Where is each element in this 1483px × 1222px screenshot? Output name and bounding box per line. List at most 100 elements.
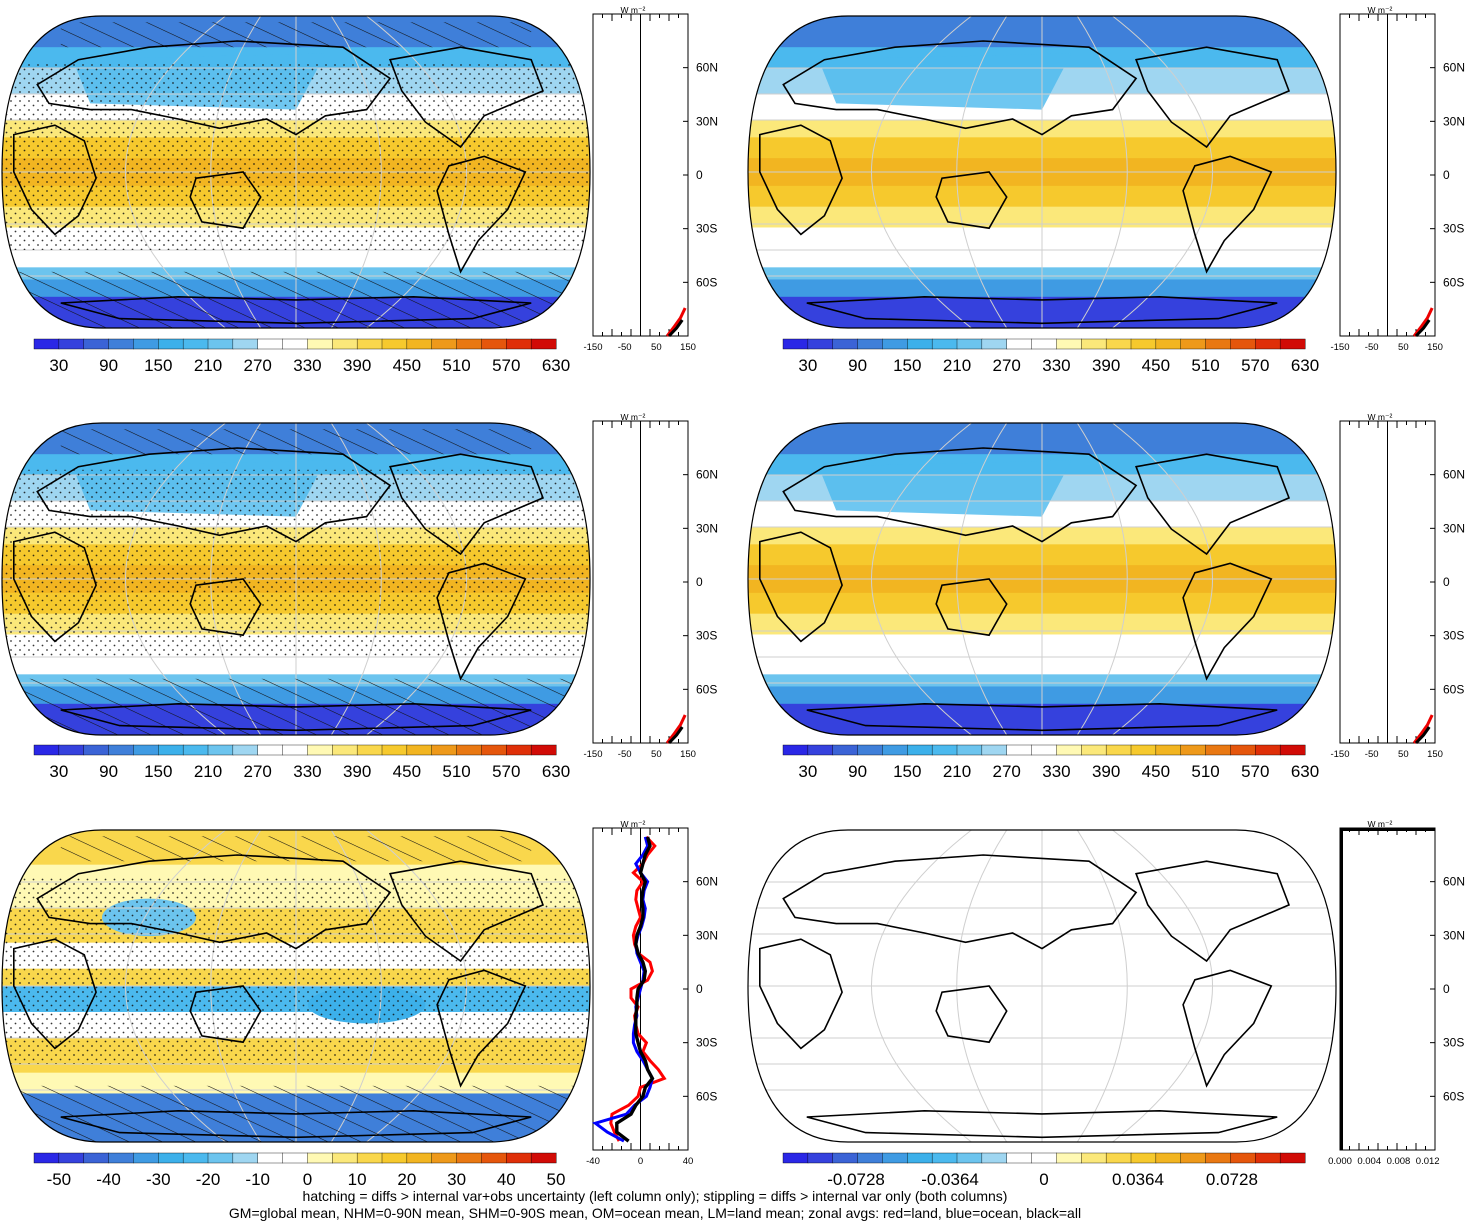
profile-tick-label: 150 [1427,749,1443,760]
map-border [1,15,591,329]
zonal-line-land [1412,714,1434,744]
colorbar-tick-label: -50 [47,1170,72,1189]
colorbar-tick-label: 210 [943,762,971,781]
colorbar-box [1081,1152,1107,1164]
colorbar-box [406,1152,433,1164]
coastline [759,124,843,236]
colorbar-box [456,338,482,350]
colorbar-box [332,1152,358,1164]
colorbar-box [807,744,834,756]
colorbar-box [807,1152,834,1164]
colorbar-box [1006,744,1033,756]
colorbar-tick-label: 30 [447,1170,466,1189]
coastline [189,578,262,637]
colorbar-box [456,1152,482,1164]
colorbar-box [332,338,358,350]
colorbar-tick-label: 150 [893,356,921,375]
colorbar-box [1081,744,1107,756]
lat-label: 30S [1443,1036,1464,1050]
coastline [436,155,527,274]
colorbar-tick-label: 90 [848,356,867,375]
stipple-overlay [2,62,590,250]
map-border [747,829,1337,1143]
coastline [935,985,1008,1044]
colorbar-box [83,744,110,756]
coastline [13,938,97,1050]
colorbar-box [1255,744,1281,756]
colorbar-tick-label: -20 [196,1170,221,1189]
colorbar: -0.0728 -0.0364 0 0.0364 0.0728 [782,1152,1306,1189]
map-border [1,829,591,1143]
colorbar-tick-label: 450 [393,356,421,375]
colorbar-box [1130,1152,1157,1164]
colorbar-box [182,1152,209,1164]
profile-tick-label: -50 [1365,749,1379,760]
lat-label: 60S [1443,682,1464,696]
colorbar-box [1205,744,1231,756]
lat-label: 60S [1443,275,1464,289]
profile-tick-label: 40 [683,1156,694,1167]
colorbar-box [257,1152,284,1164]
colorbar-box [832,1152,859,1164]
coastline [389,860,545,963]
colorbar-tick-label: 0.0364 [1112,1170,1164,1189]
colorbar-tick-label: 150 [144,356,172,375]
map-field [2,16,590,328]
coastline [13,531,97,643]
profile-tick-label: 0.012 [1416,1156,1440,1167]
coastline [436,969,527,1088]
colorbar-tick-label: 90 [848,762,867,781]
profile-tick-label: 0.000 [1328,1156,1352,1167]
colorbar-box [158,1152,184,1164]
profile-units: W m⁻² [1368,819,1393,829]
colorbar-box [832,744,859,756]
colorbar-box [1205,338,1231,350]
colorbar-box [907,744,933,756]
colorbar-box [1180,1152,1207,1164]
colorbar-box [356,338,383,350]
colorbar-box [158,744,184,756]
colorbar-box [108,744,134,756]
profile-tick-label: 0.004 [1357,1156,1381,1167]
colorbar-box [782,744,809,756]
map-border [1,422,591,736]
colorbar-tick-label: 510 [1191,762,1219,781]
colorbar-box [83,1152,110,1164]
colorbar-box [108,338,134,350]
colorbar-box [1056,338,1082,350]
colorbar-box [907,338,933,350]
zonal-line-all [667,319,684,338]
colorbar-box [530,744,557,756]
zonal-line-land [665,714,687,744]
colorbar-box [1130,338,1157,350]
colorbar-box [207,1152,234,1164]
colorbar-box [431,338,458,350]
colorbar-box [108,1152,134,1164]
colorbar-tick-label: 450 [1142,762,1170,781]
zonal-profile: W m⁻² -150 -50 50 150 60N 30N 0 30S 60S [583,5,718,353]
colorbar-box [956,744,983,756]
colorbar-tick-label: 570 [492,762,520,781]
coastline [1135,453,1291,556]
colorbar-box [1130,744,1157,756]
zonal-profile: W m⁻² -150 -50 50 150 60N 30N 0 30S 60S [1330,412,1465,760]
colorbar-box [182,744,209,756]
colorbar-box [857,744,883,756]
colorbar-tick-label: 0 [1039,1170,1048,1189]
colorbar-tick-label: -10 [245,1170,270,1189]
coastline [36,854,392,950]
colorbar-box [133,338,159,350]
colorbar-box [133,744,159,756]
zonal-line-all [1414,726,1431,745]
colorbar-box [782,1152,809,1164]
colorbar-tick-label: 30 [49,762,68,781]
coastline [189,171,262,230]
colorbar-box [1105,338,1132,350]
colorbar-box [282,338,308,350]
profile-tick-label: 0.008 [1387,1156,1411,1167]
colorbar-box [506,744,532,756]
panel-6: -0.0728 -0.0364 0 0.0364 0.0728 W m⁻² 0.000 0.0… [747,819,1465,1189]
profile-tick-label: -150 [583,342,602,353]
colorbar-box [882,744,908,756]
colorbar-box [981,1152,1008,1164]
